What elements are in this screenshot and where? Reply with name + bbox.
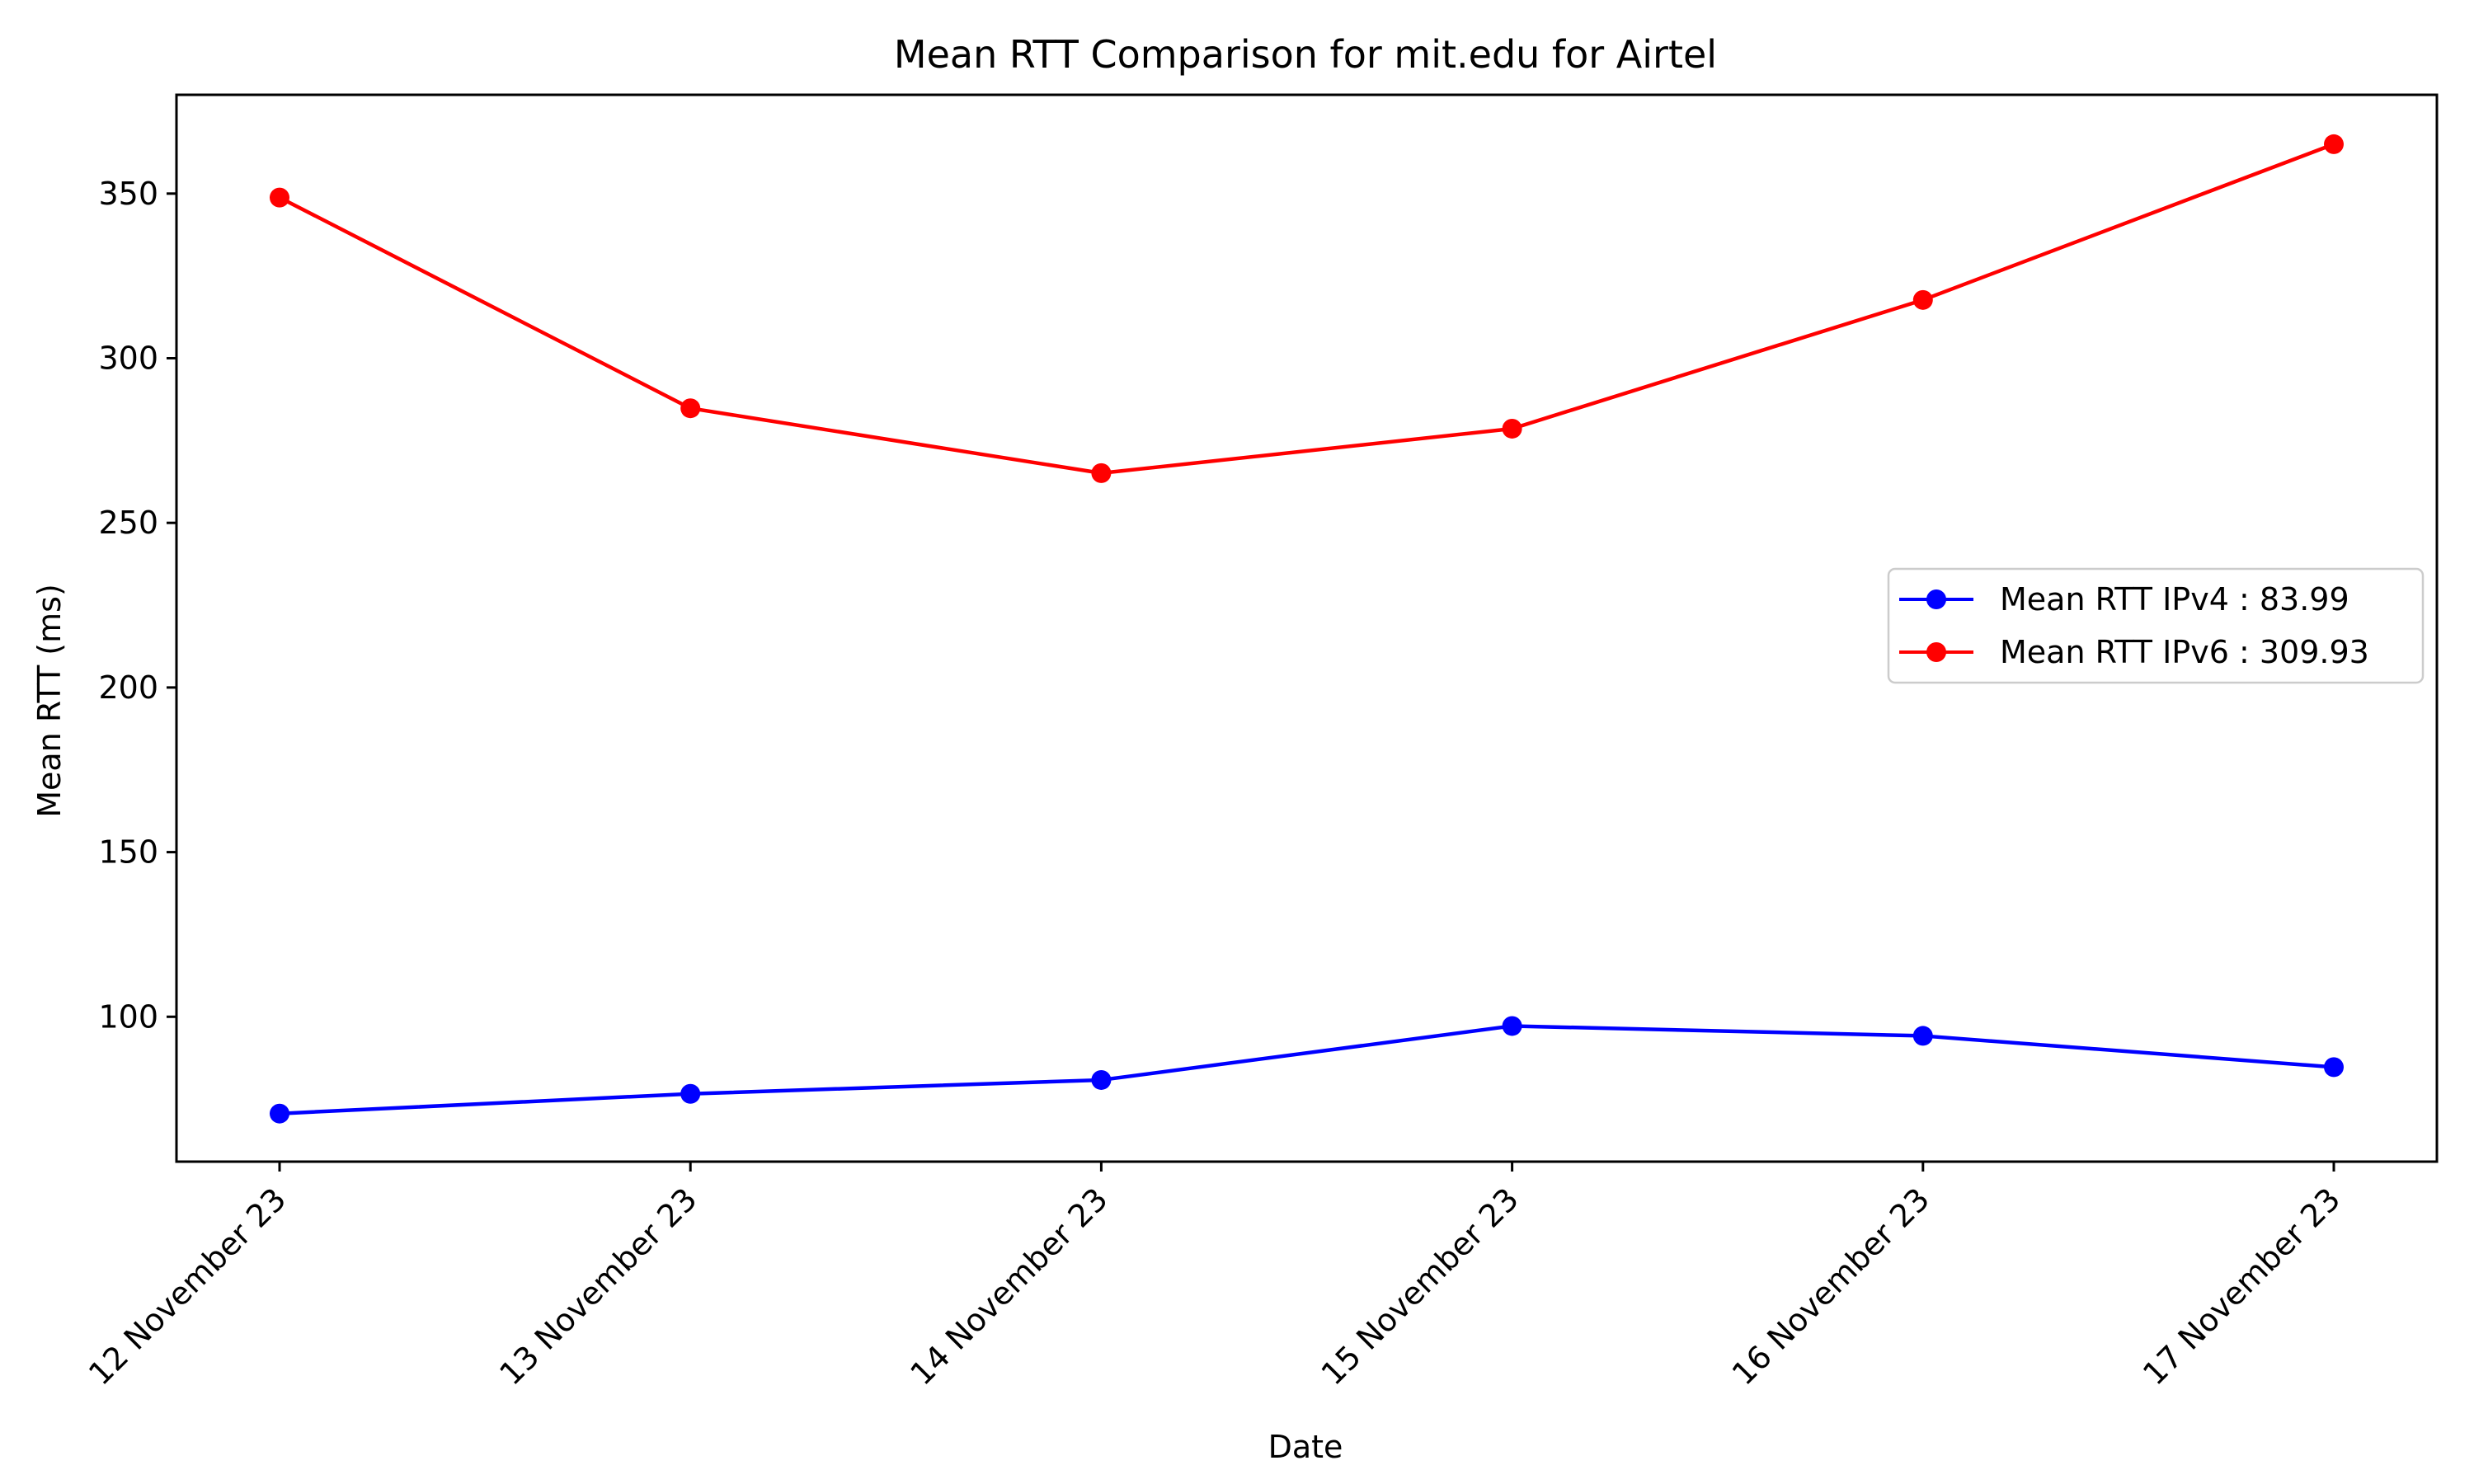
legend-frame — [1887, 567, 2425, 684]
data-point-s0-0 — [270, 1103, 289, 1124]
data-point-s0-3 — [1502, 1016, 1522, 1036]
legend-marker-ipv4 — [1926, 589, 1946, 609]
data-point-s0-5 — [2324, 1057, 2344, 1078]
data-point-s1-5 — [2324, 134, 2344, 154]
data-point-s1-2 — [1091, 463, 1112, 483]
y-tick-label-2: 200 — [98, 669, 158, 706]
series-layer — [270, 134, 2344, 1124]
y-tick-label-5: 350 — [98, 176, 158, 212]
y-tick-label-0: 100 — [98, 998, 158, 1035]
series-line-0 — [279, 1024, 2335, 1115]
y-tick-label-3: 250 — [98, 505, 158, 541]
plot-area — [175, 93, 2439, 1163]
legend-marker-ipv6 — [1926, 642, 1946, 662]
y-axis-label: Mean RTT (ms) — [31, 584, 68, 818]
data-point-s1-3 — [1502, 418, 1522, 439]
x-axis-label: Date — [1268, 1429, 1343, 1465]
legend: Mean RTT IPv4 : 83.99 Mean RTT IPv6 : 30… — [1887, 567, 2425, 684]
data-point-s1-0 — [270, 187, 289, 208]
data-point-s0-2 — [1091, 1069, 1112, 1090]
data-point-s0-4 — [1912, 1026, 1933, 1046]
data-point-s0-1 — [680, 1083, 701, 1104]
y-tick-label-1: 150 — [98, 834, 158, 871]
legend-entry-ipv6: Mean RTT IPv6 : 309.93 — [1899, 634, 2369, 670]
series-line-1 — [278, 142, 2335, 476]
chart-title: Mean RTT Comparison for mit.edu for Airt… — [894, 32, 1717, 77]
data-point-s1-1 — [680, 398, 701, 419]
legend-entry-ipv4: Mean RTT IPv4 : 83.99 — [1899, 581, 2349, 618]
plot-frame — [175, 93, 2439, 1163]
data-point-s1-4 — [1912, 289, 1933, 310]
legend-label-ipv6: Mean RTT IPv6 : 309.93 — [2000, 634, 2369, 670]
legend-label-ipv4: Mean RTT IPv4 : 83.99 — [2000, 581, 2349, 618]
y-tick-label-4: 300 — [98, 340, 158, 377]
y-axis: 100 150 200 250 300 350 — [98, 176, 176, 1035]
